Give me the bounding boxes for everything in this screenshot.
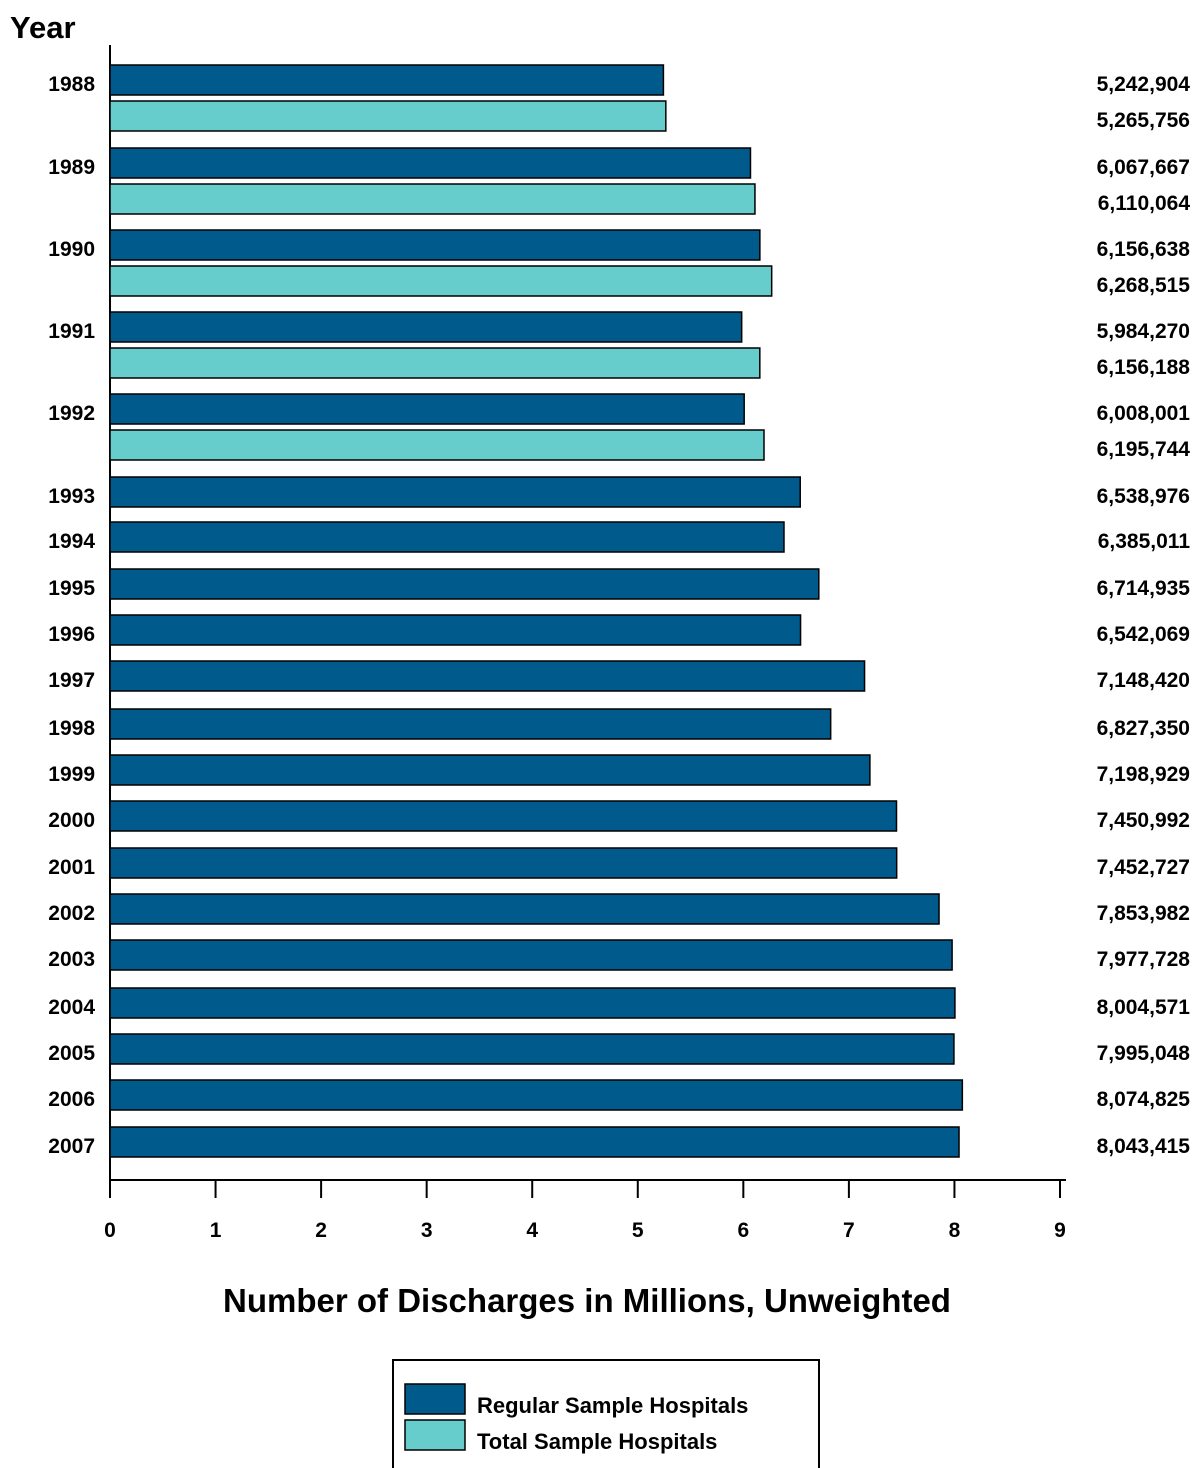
data-label: 6,542,069 <box>1097 623 1190 646</box>
bar-regular <box>109 893 940 925</box>
legend-label-regular: Regular Sample Hospitals <box>477 1393 748 1418</box>
data-label: 8,074,825 <box>1097 1088 1191 1111</box>
bar-total <box>109 183 756 215</box>
bar-total <box>109 265 773 297</box>
data-label: 6,538,976 <box>1097 485 1190 508</box>
year-label: 1992 <box>48 402 95 425</box>
year-label: 1990 <box>48 238 95 261</box>
bar-regular <box>109 311 743 343</box>
bar-regular <box>109 800 898 832</box>
bar-regular <box>109 754 871 786</box>
bar-regular <box>109 1126 960 1158</box>
bar-regular <box>109 708 832 740</box>
x-tick-label: 0 <box>104 1219 116 1242</box>
x-tick-label: 5 <box>632 1219 644 1242</box>
legend-swatch-total <box>404 1419 466 1451</box>
year-label: 1996 <box>48 623 95 646</box>
year-label: 1995 <box>48 577 95 600</box>
bar-regular <box>109 229 761 261</box>
data-label: 7,452,727 <box>1097 856 1190 879</box>
bar-regular <box>109 1033 955 1065</box>
x-tick-label: 1 <box>210 1219 222 1242</box>
data-label: 5,265,756 <box>1097 109 1190 132</box>
x-axis: 0 1 2 3 4 5 6 7 8 9 <box>104 1179 1066 1242</box>
data-label: 6,156,188 <box>1097 356 1191 379</box>
bar-total <box>109 429 765 461</box>
data-label: 7,450,992 <box>1097 809 1190 832</box>
data-label: 5,242,904 <box>1097 73 1191 96</box>
data-label: 6,008,001 <box>1097 402 1191 425</box>
year-label: 2005 <box>48 1042 95 1065</box>
year-label: 2000 <box>48 809 95 832</box>
year-label: 1991 <box>48 320 95 343</box>
x-tick-label: 8 <box>949 1219 961 1242</box>
bar-regular <box>109 847 898 879</box>
data-label: 6,385,011 <box>1098 530 1191 553</box>
year-label: 1998 <box>48 717 95 740</box>
plot-area: 5,242,904 1988 5,265,756 6,067,667 1989 6,110… <box>48 45 1190 1180</box>
year-label: 2007 <box>48 1135 95 1158</box>
data-label: 6,714,935 <box>1097 577 1191 600</box>
bar-regular <box>109 1079 964 1111</box>
bar-regular <box>109 521 785 553</box>
bar-regular <box>109 614 802 646</box>
bar-regular <box>109 64 665 96</box>
year-label: 1988 <box>48 73 95 96</box>
year-label: 1999 <box>48 763 95 786</box>
bar-regular <box>109 987 956 1019</box>
data-label: 8,004,571 <box>1097 996 1191 1019</box>
bar-regular <box>109 147 752 179</box>
data-label: 6,110,064 <box>1098 192 1191 215</box>
x-tick-label: 6 <box>737 1219 749 1242</box>
year-label: 2006 <box>48 1088 95 1111</box>
data-label: 8,043,415 <box>1097 1135 1191 1158</box>
year-label: 1997 <box>48 669 95 692</box>
data-label: 7,148,420 <box>1097 669 1190 692</box>
year-label: 2002 <box>48 902 95 925</box>
x-tick-label: 9 <box>1054 1219 1066 1242</box>
data-label: 6,195,744 <box>1097 438 1191 461</box>
year-label: 1989 <box>48 156 95 179</box>
data-label: 6,067,667 <box>1097 156 1190 179</box>
x-tick-label: 2 <box>315 1219 327 1242</box>
bar-regular <box>109 393 745 425</box>
bar-total <box>109 100 667 132</box>
year-label: 1994 <box>48 530 95 553</box>
bar-regular <box>109 568 820 600</box>
data-label: 7,198,929 <box>1097 763 1190 786</box>
legend-label-total: Total Sample Hospitals <box>477 1429 717 1454</box>
year-label: 1993 <box>48 485 95 508</box>
bar-regular <box>109 476 801 508</box>
data-label: 6,827,350 <box>1097 717 1190 740</box>
data-label: 7,995,048 <box>1097 1042 1191 1065</box>
bar-regular <box>109 660 866 692</box>
bar-total <box>109 347 761 379</box>
y-axis-title: Year <box>10 10 76 45</box>
x-tick-label: 4 <box>526 1219 538 1242</box>
year-label: 2001 <box>48 856 95 879</box>
data-label: 7,977,728 <box>1097 948 1191 971</box>
bar-regular <box>109 939 953 971</box>
data-label: 7,853,982 <box>1097 902 1190 925</box>
x-tick-label: 3 <box>421 1219 433 1242</box>
year-label: 2004 <box>48 996 95 1019</box>
legend: Regular Sample Hospitals Total Sample Ho… <box>392 1359 820 1468</box>
data-label: 6,268,515 <box>1097 274 1191 297</box>
x-tick-label: 7 <box>843 1219 855 1242</box>
year-label: 2003 <box>48 948 95 971</box>
data-label: 6,156,638 <box>1097 238 1191 261</box>
x-axis-title: Number of Discharges in Millions, Unweig… <box>223 1282 951 1319</box>
legend-swatch-regular <box>404 1383 466 1415</box>
data-label: 5,984,270 <box>1097 320 1190 343</box>
